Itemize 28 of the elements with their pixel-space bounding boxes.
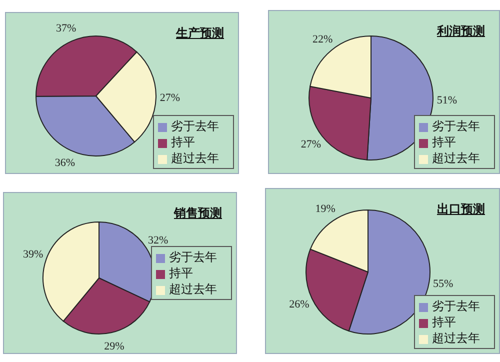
chart-title: 出口预测 bbox=[437, 201, 485, 218]
data-label: 27% bbox=[300, 138, 322, 151]
legend-label: 超过去年 bbox=[432, 331, 480, 345]
data-label: 22% bbox=[312, 33, 333, 46]
legend-label: 超过去年 bbox=[171, 151, 219, 165]
legend-label: 持平 bbox=[169, 266, 193, 280]
legend-label: 超过去年 bbox=[432, 151, 480, 165]
data-label: 19% bbox=[315, 203, 336, 216]
chart-title: 生产预测 bbox=[176, 25, 224, 42]
data-label: 29% bbox=[104, 340, 124, 352]
data-label: 27% bbox=[160, 92, 180, 104]
legend-label: 劣于去年 bbox=[432, 119, 480, 133]
legend-label: 持平 bbox=[171, 135, 195, 149]
chart-title: 利润预测 bbox=[437, 23, 485, 40]
legend-label: 劣于去年 bbox=[169, 250, 217, 264]
data-label: 51% bbox=[436, 94, 458, 106]
legend-label: 劣于去年 bbox=[171, 119, 219, 133]
legend-label: 劣于去年 bbox=[432, 299, 480, 313]
data-label: 26% bbox=[289, 298, 310, 310]
legend-label: 持平 bbox=[432, 315, 456, 329]
data-label: 32% bbox=[148, 234, 168, 246]
legend-label: 持平 bbox=[432, 135, 456, 149]
data-label: 37% bbox=[56, 22, 76, 34]
data-label: 55% bbox=[432, 278, 454, 290]
data-label: 39% bbox=[23, 248, 44, 260]
chart-title: 销售预测 bbox=[174, 205, 222, 222]
legend-label: 超过去年 bbox=[169, 282, 217, 296]
data-label: 36% bbox=[54, 157, 76, 170]
